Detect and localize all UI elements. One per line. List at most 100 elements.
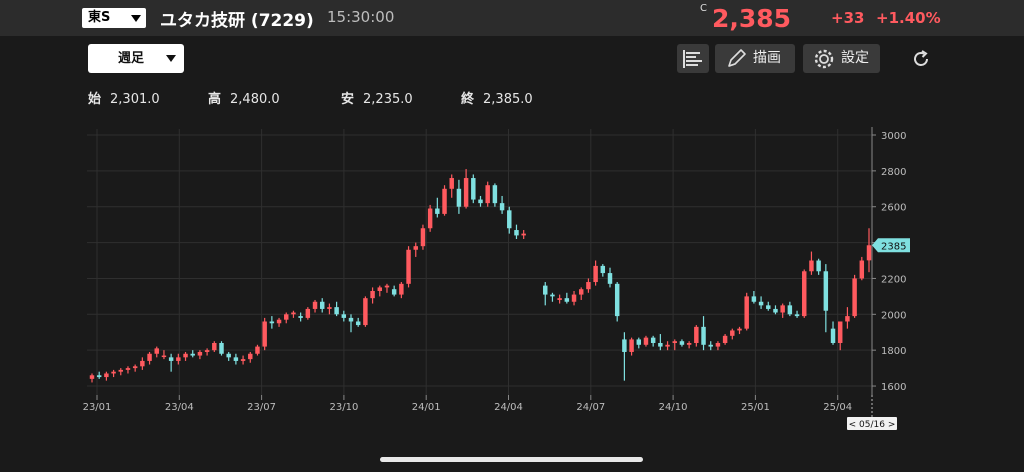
candle-body	[384, 285, 390, 288]
x-tick-label: 23/07	[247, 402, 276, 413]
bars-icon	[683, 50, 702, 68]
candle-body	[564, 298, 570, 302]
candle-body	[586, 282, 591, 290]
high-key: 高	[208, 92, 222, 107]
candle-body	[852, 278, 857, 317]
candle-body	[499, 203, 505, 211]
candle-body	[406, 249, 411, 284]
exchange-selector[interactable]: 東S	[82, 8, 146, 28]
x-tick-label: 24/04	[494, 402, 523, 413]
candle-body	[859, 260, 865, 279]
ohlc-high: 高 2,480.0	[208, 88, 280, 107]
candle-body	[629, 339, 634, 352]
x-tick-label: 23/10	[329, 402, 358, 413]
gear-icon	[814, 49, 834, 69]
candlestick-chart[interactable]: 1600180020002200240026002800300023/0123/…	[0, 125, 1024, 435]
candle-body	[478, 199, 483, 204]
candle-body	[578, 289, 584, 295]
candle-body	[607, 273, 613, 284]
candle-body	[521, 233, 526, 236]
date-label-box	[847, 417, 897, 430]
stock-title: ユタカ技研 (7229)	[160, 11, 314, 31]
candle-body	[204, 350, 210, 352]
y-tick-label: 1600	[881, 382, 906, 393]
candle-body	[744, 296, 749, 329]
candle-body	[809, 260, 814, 272]
candle-body	[240, 359, 246, 361]
y-tick-label: 3000	[881, 131, 906, 142]
candle-body	[233, 357, 239, 361]
candle-body	[658, 343, 663, 347]
candle-body	[161, 355, 167, 358]
x-tick-label: 23/01	[83, 402, 112, 413]
candle-body	[650, 337, 656, 343]
candle-body	[118, 369, 124, 372]
candle-body	[226, 353, 231, 358]
candle-body	[355, 321, 361, 326]
candle-body	[197, 351, 203, 356]
current-price: 2,385	[712, 4, 792, 33]
y-tick-label: 1800	[881, 346, 906, 357]
candle-body	[837, 321, 843, 343]
refresh-icon[interactable]	[910, 48, 932, 70]
candle-body	[722, 335, 728, 343]
candle-body	[413, 246, 418, 250]
price-change: +33	[831, 9, 865, 27]
candle-body	[823, 271, 829, 311]
chevron-down-icon	[131, 15, 141, 22]
draw-button[interactable]: 描画	[715, 44, 795, 73]
candle-body	[614, 283, 620, 317]
candle-body	[348, 317, 354, 322]
candle-body	[471, 178, 476, 200]
close-marker: C	[700, 3, 707, 14]
x-tick-label: 24/10	[659, 402, 688, 413]
candle-body	[708, 344, 713, 347]
candle-body	[312, 301, 318, 309]
candle-body	[262, 321, 267, 347]
candle-body	[427, 208, 433, 229]
x-tick-label: 25/01	[741, 402, 770, 413]
candle-body	[715, 343, 721, 347]
candle-body	[866, 245, 872, 261]
candle-body	[780, 305, 785, 313]
candle-body	[694, 326, 699, 343]
period-selector[interactable]: 週足	[88, 44, 184, 73]
x-tick-label: 24/07	[576, 402, 605, 413]
candle-body	[420, 228, 426, 247]
exchange-label: 東S	[88, 10, 111, 25]
pencil-icon	[728, 49, 746, 67]
indicator-list-button[interactable]	[677, 44, 709, 73]
candle-body	[154, 348, 159, 354]
candle-body	[600, 265, 606, 274]
candle-body	[543, 285, 548, 295]
y-tick-label: 2200	[881, 274, 906, 285]
open-key: 始	[88, 92, 102, 107]
candle-body	[255, 346, 260, 354]
candle-body	[679, 341, 685, 345]
candle-body	[140, 360, 145, 367]
close-key: 終	[461, 92, 475, 107]
candle-body	[514, 230, 519, 236]
ohlc-low: 安 2,235.0	[341, 88, 413, 107]
candle-body	[557, 298, 562, 300]
candle-body	[485, 185, 490, 204]
period-label: 週足	[118, 51, 145, 66]
last-price-tag	[872, 238, 910, 253]
candle-body	[276, 319, 282, 324]
candle-body	[319, 301, 325, 309]
settings-button[interactable]: 設定	[803, 44, 880, 73]
y-tick-label: 2800	[881, 167, 906, 178]
candle-body	[737, 328, 742, 331]
candle-body	[96, 375, 102, 378]
close-value: 2,385.0	[483, 92, 533, 107]
candle-body	[622, 339, 627, 352]
candle-body	[463, 178, 469, 207]
candle-body	[176, 357, 181, 361]
last-price-label: 2385	[881, 241, 906, 252]
candle-body	[507, 210, 512, 229]
candle-body	[758, 301, 764, 306]
candle-body	[284, 314, 289, 320]
candle-body	[701, 326, 706, 345]
candle-body	[370, 291, 375, 299]
candle-body	[802, 271, 807, 317]
